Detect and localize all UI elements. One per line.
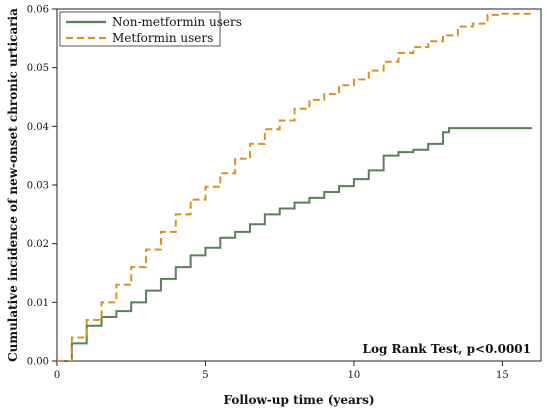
y-tick-label: 0.04 [27, 122, 49, 133]
plot-frame [56, 8, 542, 362]
series-line-non-metformin [57, 127, 533, 362]
legend-label-non-metformin: Non-metformin users [112, 15, 242, 29]
legend: Non-metformin users Metformin users [59, 11, 242, 47]
y-axis-title: Cumulative incidence of new-onset chroni… [6, 8, 20, 362]
x-tick-label: 0 [54, 370, 60, 381]
legend-label-metformin: Metformin users [112, 31, 213, 45]
series-layer [57, 12, 533, 362]
series-line-metformin [57, 12, 533, 362]
y-tick-label: 0.06 [27, 5, 49, 16]
y-tick-label: 0.02 [27, 239, 49, 250]
y-tick-label: 0.05 [27, 63, 49, 74]
legend-box [59, 11, 221, 47]
y-axis: 0.00 0.01 0.02 0.03 0.04 0.05 0.06 [27, 5, 57, 368]
y-tick-label: 0.01 [27, 298, 49, 309]
x-tick-label: 10 [348, 370, 361, 381]
x-axis: 0 5 10 15 [54, 361, 509, 381]
y-tick-label: 0.00 [27, 357, 49, 368]
y-tick-label: 0.03 [27, 181, 49, 192]
annotation-log-rank: Log Rank Test, p<0.0001 [363, 342, 531, 356]
x-axis-title: Follow-up time (years) [223, 393, 374, 407]
x-tick-label: 5 [202, 370, 208, 381]
x-tick-label: 15 [496, 370, 509, 381]
